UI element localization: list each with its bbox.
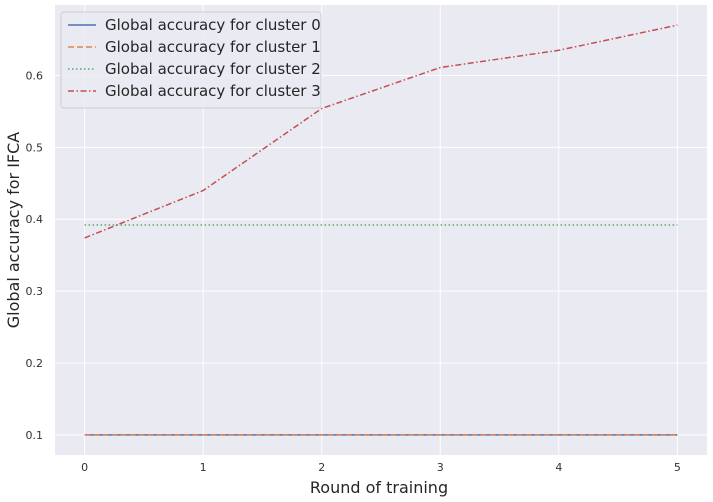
- x-tick-label: 5: [674, 461, 681, 474]
- y-axis-label: Global accuracy for IFCA: [4, 132, 23, 329]
- y-tick-label: 0.4: [26, 213, 44, 226]
- legend-label: Global accuracy for cluster 2: [105, 60, 321, 78]
- y-tick-label: 0.6: [26, 69, 44, 82]
- grid: [55, 5, 707, 455]
- x-tick-label: 1: [200, 461, 207, 474]
- y-tick-label: 0.5: [26, 141, 44, 154]
- series-group: [84, 24, 678, 436]
- series-line-cluster-3: [84, 24, 678, 239]
- x-axis-ticks: 0 1 2 3 4 5: [81, 461, 681, 474]
- x-tick-label: 2: [318, 461, 325, 474]
- y-tick-label: 0.2: [26, 357, 44, 370]
- y-axis-ticks: 0.1 0.2 0.3 0.4 0.5 0.6: [26, 69, 44, 441]
- y-tick-label: 0.3: [26, 285, 44, 298]
- legend-box: [60, 11, 322, 109]
- legend: Global accuracy for cluster 0 Global accu…: [60, 11, 322, 109]
- y-tick-label: 0.1: [26, 429, 44, 442]
- x-tick-label: 3: [437, 461, 444, 474]
- legend-label: Global accuracy for cluster 0: [105, 16, 321, 34]
- x-tick-label: 0: [81, 461, 88, 474]
- legend-label: Global accuracy for cluster 3: [105, 82, 321, 100]
- x-axis-label: Round of training: [310, 478, 448, 497]
- x-tick-label: 4: [555, 461, 562, 474]
- legend-label: Global accuracy for cluster 1: [105, 38, 321, 56]
